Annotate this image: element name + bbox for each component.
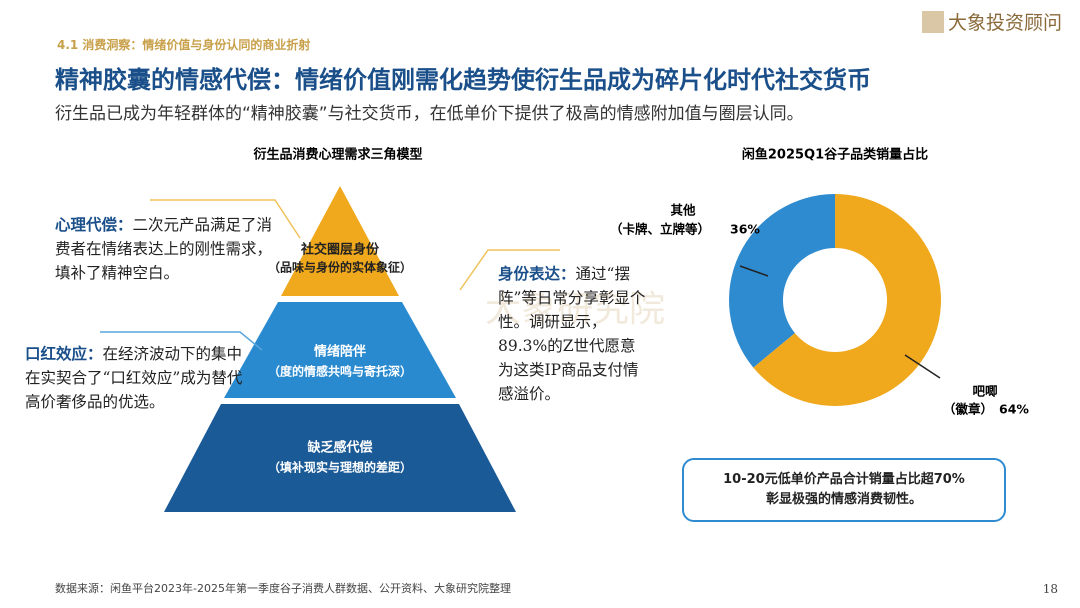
connector [150,199,301,239]
note-heading: 身份表达： [498,265,576,283]
pyramid-top [281,186,399,296]
connector [459,249,560,291]
logo-text: 大象投资顾问 [947,12,1062,34]
pyramid-label: 社交圈层身份 [300,242,380,258]
subtitle: 衍生品已成为年轻群体的“精神胶囊”与社交货币，在低单价下提供了极高的情感附加值与… [55,104,804,124]
note-heading: 心理代偿： [55,216,133,234]
pyramid-label: 情绪陪伴 [314,344,366,360]
leader-line [739,265,769,277]
leader-line [904,354,941,379]
note: 口红效应：在经济波动下的集中在实契合了“口红效应”成为替代高价奢侈品的优选。 [25,342,247,414]
donut-slice [753,194,941,406]
logo: 大象投资顾问 [921,8,1062,35]
chart-title: 闲鱼2025Q1谷子品类销量占比 [742,147,928,163]
slice-value-label: 64% [999,402,1029,417]
note-heading: 口红效应： [25,345,103,363]
callout-line: 10-20元低单价产品合计销量占比超70% [723,472,965,487]
watermark: 大象研究院 [485,289,665,330]
note-text: 二次元产品满足了消费者在情绪表达上的刚性需求，填补了精神空白。 [55,216,273,282]
connector [100,331,263,351]
slice-category: 吧唧 [972,384,997,399]
logo-icon [921,10,944,33]
slice-detail: （卡牌、立牌等） [610,222,710,237]
callout-line: 彰显极强的情感消费韧性。 [765,492,922,507]
source-note: 数据来源：闲鱼平台2023年-2025年第一季度谷子消费人群数据、公开资料、大象… [55,582,511,595]
note: 身份表达：通过“摆阵”等日常分享彰显个性。调研显示，89.3%的Z世代愿意为这类… [498,262,648,406]
pyramid-detail: （度的情感共鸣与寄托深） [268,364,412,379]
note-text: 通过“摆阵”等日常分享彰显个性。调研显示，89.3%的Z世代愿意为这类IP商品支… [498,265,646,403]
slice-detail: （徽章） [943,402,993,417]
note: 心理代偿：二次元产品满足了消费者在情绪表达上的刚性需求，填补了精神空白。 [55,213,277,285]
slice-category: 其他 [670,203,696,218]
section-label: 4.1 消费洞察：情绪价值与身份认同的商业折射 [57,38,311,52]
pyramid-title: 衍生品消费心理需求三角模型 [252,147,422,163]
callout: 10-20元低单价产品合计销量占比超70% 彰显极强的情感消费韧性。 [682,458,1006,522]
slide-title: 精神胶囊的情感代偿：情绪价值刚需化趋势使衍生品成为碎片化时代社交货币 [55,66,871,94]
page-number: 18 [1042,582,1058,596]
note-text: 在经济波动下的集中在实契合了“口红效应”成为替代高价奢侈品的优选。 [25,345,243,411]
pyramid-middle [224,302,456,398]
pyramid-detail: （品味与身份的实体象征） [268,260,412,275]
pyramid-detail: （填补现实与理想的差距） [268,460,412,475]
donut-slice [729,194,835,368]
pyramid-bottom [164,404,516,512]
slice-value-label: 36% [730,222,760,237]
pyramid-label: 缺乏感代偿 [306,440,372,456]
